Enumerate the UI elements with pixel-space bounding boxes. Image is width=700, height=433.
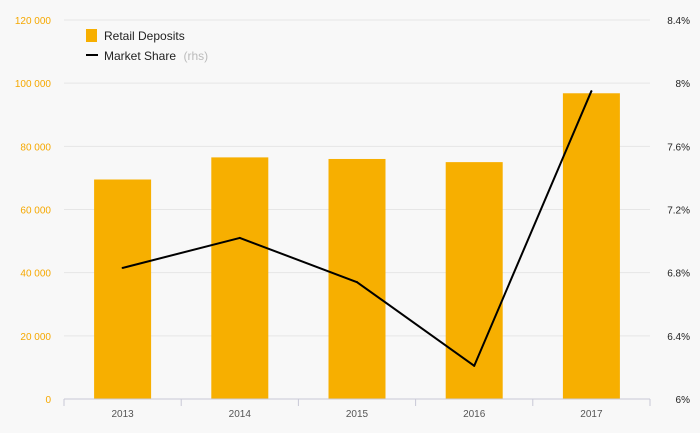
x-tick-label: 2017 (580, 409, 603, 420)
y-left-tick-label: 0 (45, 395, 51, 406)
point-market-share-2015 (356, 281, 358, 284)
x-axis (63, 398, 651, 406)
x-tick-label: 2014 (229, 409, 252, 420)
legend-label-retail-deposits: Retail Deposits (104, 29, 185, 43)
bar-retail-deposits-2013 (94, 179, 152, 399)
y-right-tick-label: 8% (676, 79, 691, 90)
legend: Retail Deposits Market Share (rhs) (86, 29, 208, 64)
legend-swatch-retail-deposits (86, 29, 97, 42)
point-market-share-2016 (473, 364, 476, 367)
y-right-tick-label: 6% (676, 395, 691, 406)
legend-label-market-share-note: (rhs) (183, 49, 208, 63)
point-market-share-2017 (590, 90, 593, 93)
bar-retail-deposits-2016 (445, 162, 503, 399)
bar-retail-deposits-2015 (328, 158, 386, 399)
y-right-tick-label: 8.4% (667, 16, 690, 27)
y-left-tick-label: 40 000 (20, 269, 51, 280)
legend-label-market-share: Market Share (rhs) (104, 47, 208, 64)
tick-labels: 0 20 000 40 000 60 000 80 000 100 000 120 000 6… (15, 16, 690, 420)
y-right-tick-label: 7.2% (667, 206, 690, 217)
x-tick-label: 2016 (463, 409, 486, 420)
legend-label-market-share-name: Market Share (104, 49, 176, 63)
bar-retail-deposits-2017 (562, 93, 620, 400)
y-left-tick-label: 80 000 (20, 142, 51, 153)
line-series (121, 90, 593, 367)
y-left-tick-label: 20 000 (20, 332, 51, 343)
point-market-share-2013 (121, 266, 124, 269)
y-left-tick-label: 120 000 (15, 16, 52, 27)
y-left-tick-label: 100 000 (15, 79, 52, 90)
bar-series (94, 93, 620, 400)
point-market-share-2014 (238, 236, 241, 239)
x-tick-label: 2015 (346, 409, 369, 420)
y-right-tick-label: 6.4% (667, 332, 690, 343)
y-left-tick-label: 60 000 (20, 206, 51, 217)
y-right-tick-label: 7.6% (667, 142, 690, 153)
y-right-tick-label: 6.8% (667, 269, 690, 280)
bar-retail-deposits-2014 (211, 157, 269, 399)
x-tick-label: 2013 (111, 409, 134, 420)
